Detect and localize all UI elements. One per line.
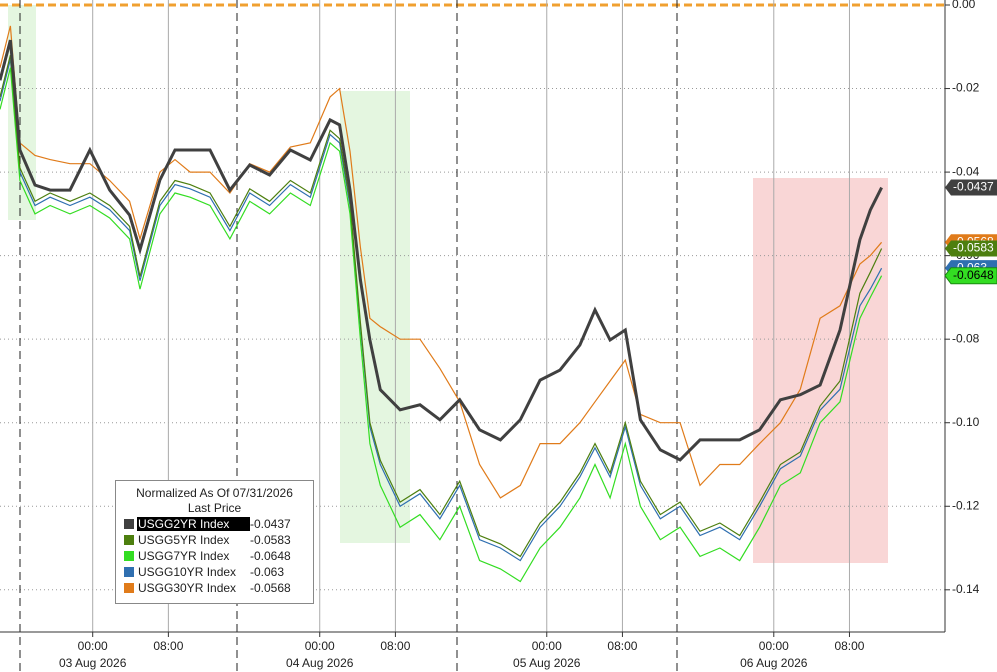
x-tick-label: 00:00: [78, 639, 108, 653]
y-tick-label: -0.02: [952, 81, 980, 95]
legend-item: USGG7YR Index -0.0648: [116, 548, 313, 564]
last-value-label: -0.0437: [953, 180, 994, 194]
series-line: [0, 54, 883, 558]
series-line: [0, 67, 883, 583]
date-label: 03 Aug 2026: [59, 656, 127, 670]
y-tick-label: -0.14: [952, 582, 980, 596]
last-value-label: -0.0648: [953, 268, 994, 282]
x-tick-label: 08:00: [607, 639, 637, 653]
y-tick-label: 0.00: [952, 0, 976, 11]
last-value-box: [945, 179, 997, 196]
legend: Normalized As Of 07/31/2026 Last Price U…: [115, 480, 314, 604]
y-tick-label: -0.12: [952, 498, 980, 512]
legend-label: USGG7YR Index: [138, 549, 230, 563]
x-tick-label: 08:00: [380, 639, 410, 653]
legend-item: USGG2YR Index -0.0437: [116, 516, 313, 532]
x-tick-label: 08:00: [153, 639, 183, 653]
last-value-box: [944, 267, 997, 285]
last-value-tag: -0.0648: [944, 267, 997, 285]
legend-subtitle: Last Price: [187, 501, 242, 515]
legend-item: USGG5YR Index -0.0583: [116, 532, 313, 548]
y-tick-label: -0.08: [952, 331, 980, 345]
legend-label: USGG2YR Index: [137, 517, 250, 531]
highlight-region: [8, 5, 36, 220]
legend-swatch: [124, 583, 134, 593]
last-value-box: [945, 240, 997, 257]
series-line: [0, 39, 883, 462]
legend-swatch: [124, 519, 134, 529]
legend-item: USGG10YR Index -0.063: [116, 564, 313, 580]
x-tick-label: 00:00: [759, 639, 789, 653]
last-value-tag: -0.0583: [945, 240, 997, 257]
legend-value: -0.0568: [250, 581, 291, 595]
legend-label: USGG10YR Index: [138, 565, 237, 579]
date-label: 04 Aug 2026: [286, 656, 354, 670]
last-value-tag: -0.0437: [945, 179, 997, 196]
x-tick-label: 00:00: [305, 639, 335, 653]
y-tick-label: -0.04: [952, 164, 980, 178]
legend-value: -0.063: [250, 565, 285, 579]
legend-value: -0.0437: [250, 517, 291, 531]
legend-label: USGG5YR Index: [138, 533, 230, 547]
legend-item: USGG30YR Index -0.0568: [116, 580, 313, 596]
legend-label: USGG30YR Index: [138, 581, 237, 595]
x-tick-label: 00:00: [532, 639, 562, 653]
legend-swatch: [124, 535, 134, 545]
series-line: [0, 59, 883, 562]
date-label: 05 Aug 2026: [513, 656, 581, 670]
y-tick-label: -0.10: [952, 415, 980, 429]
last-value-label: -0.0583: [953, 241, 994, 255]
legend-value: -0.0648: [250, 549, 291, 563]
series-line: [0, 25, 883, 499]
legend-rows: USGG2YR Index -0.0437 USGG5YR Index -0.0583…: [116, 516, 313, 596]
legend-swatch: [124, 567, 134, 577]
legend-title: Normalized As Of 07/31/2026: [136, 486, 293, 500]
legend-value: -0.0583: [250, 533, 291, 547]
x-tick-label: 08:00: [834, 639, 864, 653]
highlight-region: [753, 178, 888, 563]
date-label: 06 Aug 2026: [740, 656, 808, 670]
legend-swatch: [124, 551, 134, 561]
